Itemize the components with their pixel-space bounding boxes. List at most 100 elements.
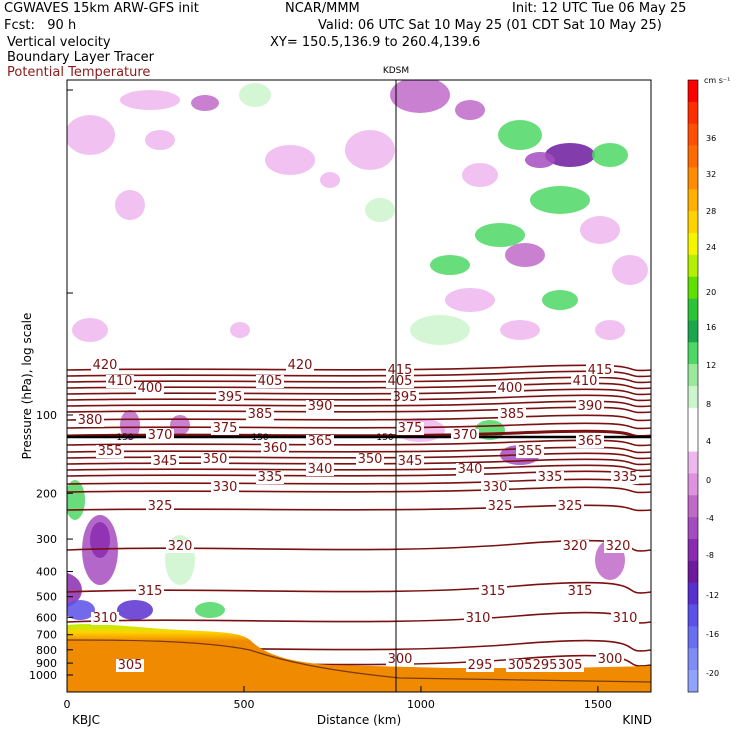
field-boundary-layer-tracer: Boundary Layer Tracer xyxy=(7,50,154,65)
colorbar-swatch xyxy=(688,233,698,256)
colorbar-label: 20 xyxy=(706,288,716,297)
theta-label-340: 340 xyxy=(458,462,483,477)
theta-label-bg xyxy=(386,364,414,377)
theta-label-330: 330 xyxy=(213,480,238,495)
theta-label-420: 420 xyxy=(93,358,118,373)
theta-label-bg xyxy=(396,422,424,435)
colorbar-swatch xyxy=(688,211,698,234)
org-label: NCAR/MMM xyxy=(285,1,360,16)
tracer-150-label: 150 xyxy=(251,433,268,443)
theta-label-bg xyxy=(611,471,639,484)
theta-label-385: 385 xyxy=(500,407,525,422)
boundary-layer-tracer xyxy=(67,624,651,692)
theta-contour-400 xyxy=(67,388,651,396)
velocity-blob xyxy=(475,223,525,247)
theta-label-bg xyxy=(211,481,239,494)
theta-label-360: 360 xyxy=(263,441,288,456)
y-tick-label: 100 xyxy=(36,409,57,422)
y-tick-label: 400 xyxy=(36,566,57,579)
theta-label-bg xyxy=(576,400,604,413)
theta-label-bg xyxy=(91,612,119,625)
colorbar-label: 32 xyxy=(706,170,716,179)
theta-label-325: 325 xyxy=(148,499,173,514)
valid-time: Valid: 06 UTC Sat 10 May 25 (01 CDT Sat … xyxy=(318,18,662,33)
colorbar-swatch xyxy=(688,495,698,518)
velocity-blob xyxy=(90,522,110,558)
colorbar-swatch xyxy=(688,276,698,299)
colorbar-swatch xyxy=(688,407,698,431)
velocity-blob xyxy=(505,243,545,267)
theta-label-295: 295 xyxy=(533,658,558,673)
colorbar-swatch xyxy=(688,429,698,452)
theta-label-390: 390 xyxy=(308,399,333,414)
colorbar-label: 16 xyxy=(706,323,716,332)
theta-label-bg xyxy=(481,481,509,494)
colorbar-swatch xyxy=(688,386,698,409)
colorbar-label: -16 xyxy=(706,630,719,639)
theta-label-bg xyxy=(586,364,614,377)
theta-label-410: 410 xyxy=(573,374,598,389)
theta-label-330: 330 xyxy=(483,480,508,495)
theta-label-335: 335 xyxy=(258,470,283,485)
theta-label-405: 405 xyxy=(258,374,283,389)
theta-label-bg xyxy=(146,429,174,442)
theta-label-bg xyxy=(76,414,104,427)
theta-label-310: 310 xyxy=(466,611,491,626)
velocity-blob xyxy=(67,115,115,155)
cross-section-xy: XY= 150.5,136.9 to 260.4,139.6 xyxy=(270,35,481,50)
theta-label-bg xyxy=(391,391,419,404)
theta-label-bg xyxy=(466,659,494,672)
theta-label-bg xyxy=(306,463,334,476)
tracer-150-label: 150 xyxy=(116,433,133,443)
theta-contour-415 xyxy=(67,370,651,378)
colorbar-label: -8 xyxy=(706,551,714,560)
y-tick-label: 300 xyxy=(36,533,57,546)
field-potential-temperature: Potential Temperature xyxy=(7,65,151,80)
theta-label-bg xyxy=(356,453,384,466)
theta-label-bg xyxy=(556,500,584,513)
velocity-blob xyxy=(67,572,82,608)
theta-label-345: 345 xyxy=(153,454,178,469)
velocity-blob xyxy=(67,480,85,520)
velocity-blob xyxy=(115,190,145,220)
theta-label-325: 325 xyxy=(558,499,583,514)
theta-label-410: 410 xyxy=(108,374,133,389)
colorbar-label: 36 xyxy=(706,134,716,143)
theta-label-bg xyxy=(536,471,564,484)
theta-label-bg xyxy=(146,500,174,513)
theta-label-bg xyxy=(211,422,239,435)
theta-label-bg xyxy=(246,408,274,421)
theta-label-310: 310 xyxy=(613,611,638,626)
colorbar-swatch xyxy=(688,145,698,168)
theta-label-315: 315 xyxy=(481,584,506,599)
theta-label-305: 305 xyxy=(118,658,143,673)
theta-label-305: 305 xyxy=(508,658,533,673)
theta-label-300: 300 xyxy=(598,652,623,667)
theta-label-375: 375 xyxy=(213,421,238,436)
theta-label-370: 370 xyxy=(453,428,478,443)
theta-label-bg xyxy=(561,540,589,553)
theta-label-310: 310 xyxy=(93,611,118,626)
colorbar-swatch xyxy=(688,364,698,387)
theta-label-bg xyxy=(136,585,164,598)
velocity-blob xyxy=(545,143,595,167)
theta-label-340: 340 xyxy=(308,462,333,477)
theta-label-bg xyxy=(91,359,119,372)
theta-contour-390 xyxy=(67,400,651,408)
theta-label-bg xyxy=(256,375,284,388)
theta-label-bg xyxy=(136,382,164,395)
theta-contour-350 xyxy=(67,458,651,466)
y-tick-label: 1000 xyxy=(29,669,57,682)
theta-label-325: 325 xyxy=(488,499,513,514)
theta-label-355: 355 xyxy=(518,444,543,459)
y-tick-label: 500 xyxy=(36,591,57,604)
theta-label-375: 375 xyxy=(398,421,423,436)
x-tick-label: 1500 xyxy=(584,698,612,711)
plot-frame xyxy=(66,79,652,693)
theta-label-bg xyxy=(166,540,194,553)
theta-contour-420 xyxy=(67,364,651,372)
theta-label-bg xyxy=(556,659,584,672)
colorbar-label: 28 xyxy=(706,207,716,216)
theta-label-bg xyxy=(506,659,534,672)
